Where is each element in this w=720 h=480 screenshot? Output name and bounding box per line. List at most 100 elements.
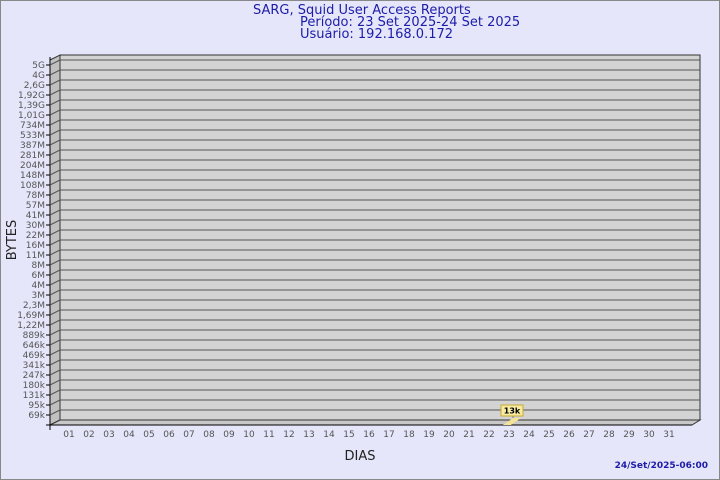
x-tick-label: 14 xyxy=(323,430,335,440)
y-tick-label: 11M xyxy=(26,251,45,261)
x-tick-label: 17 xyxy=(383,430,394,440)
y-tick-label: 1,22M xyxy=(17,321,45,331)
gridline-side xyxy=(49,199,61,206)
y-tick-label: 281M xyxy=(20,151,45,161)
x-tick-label: 18 xyxy=(403,430,415,440)
y-tick-label: 734M xyxy=(20,121,45,131)
y-tick-label: 204M xyxy=(20,161,45,171)
x-tick-label: 10 xyxy=(243,430,255,440)
y-tick-label: 2,6G xyxy=(24,81,45,91)
gridline-side xyxy=(49,309,61,316)
y-tick-label: 247k xyxy=(23,371,46,381)
y-tick-label: 95k xyxy=(28,401,45,411)
x-tick-label: 25 xyxy=(543,430,554,440)
generated-timestamp: 24/Set/2025-06:00 xyxy=(614,461,708,471)
x-tick-label: 09 xyxy=(223,430,235,440)
y-tick-label: 1,69M xyxy=(17,311,45,321)
x-tick-label: 06 xyxy=(163,430,175,440)
gridline-side xyxy=(49,279,61,286)
gridline-side xyxy=(49,319,61,326)
x-tick-label: 30 xyxy=(643,430,655,440)
y-tick-label: 1,01G xyxy=(18,111,45,121)
x-tick-label: 12 xyxy=(283,430,294,440)
gridline-side xyxy=(49,329,61,336)
y-tick-label: 889k xyxy=(23,331,46,341)
y-axis-title: BYTES xyxy=(5,220,20,261)
x-tick-label: 03 xyxy=(103,430,114,440)
gridline-side xyxy=(49,149,61,156)
x-tick-label: 23 xyxy=(503,430,514,440)
gridline-side xyxy=(49,379,61,386)
gridline-side xyxy=(49,59,61,66)
y-tick-label: 180k xyxy=(23,381,46,391)
gridline-side xyxy=(49,289,61,296)
gridline-side xyxy=(49,219,61,226)
y-tick-label: 1,92G xyxy=(18,91,45,101)
x-tick-label: 01 xyxy=(63,430,74,440)
y-tick-label: 16M xyxy=(26,241,45,251)
x-tick-label: 02 xyxy=(83,430,94,440)
bar-value-label: 13k xyxy=(504,407,521,416)
chart-title: SARG, Squid User Access Reports xyxy=(253,3,471,18)
gridline-side xyxy=(49,369,61,376)
x-tick-label: 31 xyxy=(663,430,674,440)
gridline-side xyxy=(49,249,61,256)
y-tick-label: 6M xyxy=(32,271,46,281)
gridline-side xyxy=(49,339,61,346)
gridline-side xyxy=(49,109,61,116)
y-tick-label: 57M xyxy=(26,201,45,211)
gridline-side xyxy=(49,169,61,176)
y-tick-label: 41M xyxy=(26,211,45,221)
y-tick-label: 341k xyxy=(23,361,46,371)
y-tick-label: 5G xyxy=(32,61,45,71)
x-tick-label: 22 xyxy=(483,430,494,440)
x-tick-label: 11 xyxy=(263,430,274,440)
chart-period: Período: 23 Set 2025-24 Set 2025 xyxy=(300,15,521,30)
gridline-side xyxy=(49,399,61,406)
y-tick-label: 78M xyxy=(26,191,45,201)
x-tick-label: 26 xyxy=(563,430,575,440)
bar-label-box xyxy=(500,404,524,417)
x-tick-label: 29 xyxy=(623,430,635,440)
x-tick-label: 20 xyxy=(443,430,455,440)
gridline-side xyxy=(49,239,61,246)
y-tick-label: 148M xyxy=(20,171,45,181)
x-tick-label: 28 xyxy=(603,430,615,440)
x-tick-label: 21 xyxy=(463,430,474,440)
y-tick-label: 8M xyxy=(32,261,46,271)
gridline-side xyxy=(49,359,61,366)
gridline-side xyxy=(49,129,61,136)
gridline-side xyxy=(49,119,61,126)
gridline-side xyxy=(49,349,61,356)
x-tick-label: 08 xyxy=(203,430,215,440)
x-tick-label: 07 xyxy=(183,430,194,440)
y-tick-label: 2,3M xyxy=(23,301,45,311)
y-tick-label: 469k xyxy=(23,351,46,361)
y-tick-label: 646k xyxy=(23,341,46,351)
x-tick-label: 16 xyxy=(363,430,375,440)
x-tick-label: 24 xyxy=(523,430,535,440)
gridline-side xyxy=(49,189,61,196)
y-tick-label: 533M xyxy=(20,131,45,141)
y-tick-label: 30M xyxy=(26,221,45,231)
y-tick-label: 387M xyxy=(20,141,45,151)
y-tick-label: 4G xyxy=(32,71,45,81)
gridline-side xyxy=(49,299,61,306)
bar-23 xyxy=(503,418,521,425)
gridline-side xyxy=(49,179,61,186)
gridline-side xyxy=(49,79,61,86)
y-tick-label: 4M xyxy=(32,281,46,291)
gridline-side xyxy=(49,99,61,106)
x-tick-label: 13 xyxy=(303,430,314,440)
x-tick-label: 19 xyxy=(423,430,435,440)
y-tick-label: 1,39G xyxy=(18,101,45,111)
gridline-side xyxy=(49,159,61,166)
gridline-side xyxy=(49,69,61,76)
chart-user: Usuário: 192.168.0.172 xyxy=(300,27,454,42)
y-tick-label: 131k xyxy=(23,391,46,401)
x-axis-title: DIAS xyxy=(345,449,376,464)
gridline-side xyxy=(49,389,61,396)
gridline-side xyxy=(49,269,61,276)
gridline-side xyxy=(49,89,61,96)
